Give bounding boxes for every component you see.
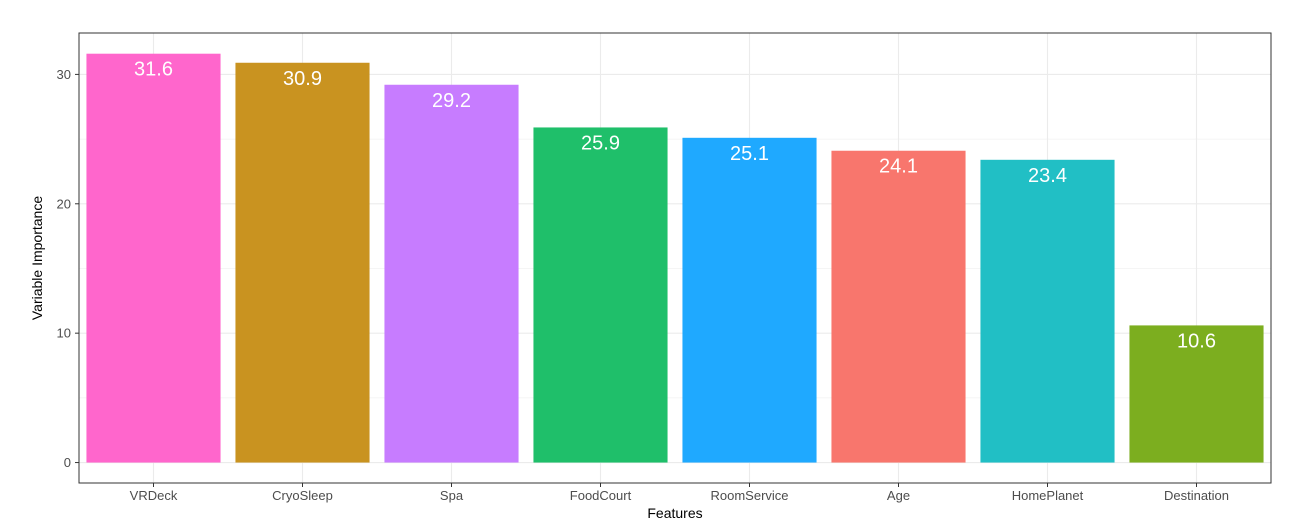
bar-value-label: 25.9	[581, 132, 620, 154]
data-labels: 31.6 30.9 29.2 25.9 25.1 24.1 23.4 10.6	[134, 59, 1216, 353]
x-axis-title: Features	[647, 505, 702, 521]
x-tick-label: Destination	[1164, 488, 1229, 503]
bar-value-label: 24.1	[879, 156, 918, 178]
bar	[682, 137, 817, 463]
x-tick-label: RoomService	[710, 488, 788, 503]
bar-value-label: 30.9	[283, 68, 322, 90]
y-tick-label: 10	[57, 326, 71, 341]
bar	[533, 127, 668, 463]
plot-panel-border	[78, 32, 1272, 484]
y-tick-label: 20	[57, 196, 71, 211]
y-tick-label: 30	[57, 67, 71, 82]
y-axis-title: Variable Importance	[29, 196, 45, 320]
bar	[1129, 325, 1264, 463]
bar-value-label: 29.2	[432, 90, 471, 112]
bar	[831, 150, 966, 463]
x-tick-label: Spa	[440, 488, 464, 503]
bar-value-label: 25.1	[730, 143, 769, 165]
x-tick-label: HomePlanet	[1012, 488, 1084, 503]
bar-value-label: 10.6	[1177, 330, 1216, 352]
bar	[235, 62, 370, 463]
x-tick-label: CryoSleep	[272, 488, 333, 503]
bar	[86, 53, 221, 463]
bar-value-label: 23.4	[1028, 165, 1067, 187]
x-tick-label: FoodCourt	[570, 488, 632, 503]
y-tick-label: 0	[64, 455, 71, 470]
x-tick-label: Age	[887, 488, 910, 503]
bar	[384, 84, 519, 463]
x-tick-label: VRDeck	[130, 488, 178, 503]
y-axis-ticks: 0 10 20 30	[57, 67, 79, 470]
bar-value-label: 31.6	[134, 59, 173, 81]
bar	[980, 159, 1115, 463]
x-axis-ticks: VRDeck CryoSleep Spa FoodCourt RoomService Ag…	[130, 483, 1229, 503]
bars	[86, 53, 1264, 463]
